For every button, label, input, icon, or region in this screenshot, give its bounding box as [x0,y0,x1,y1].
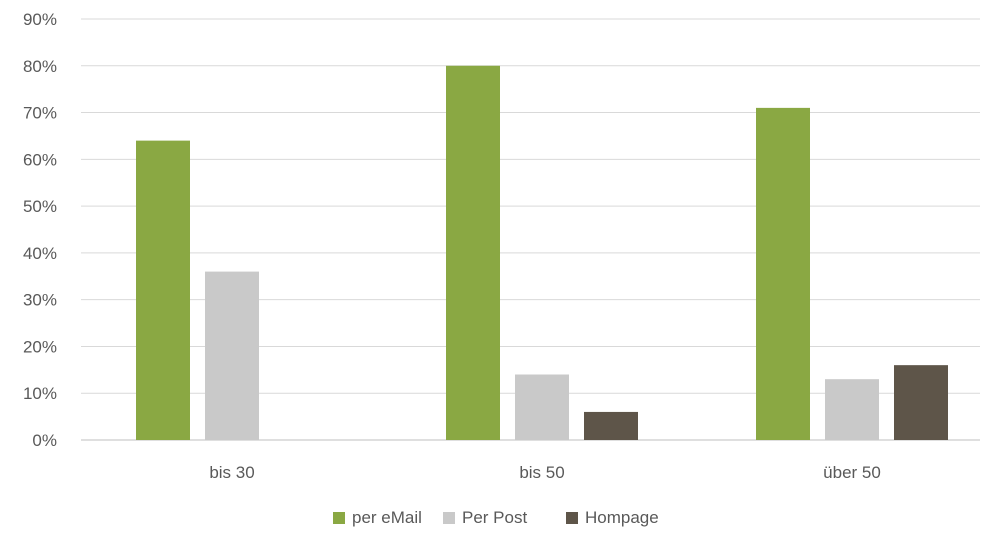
y-tick-label: 80% [23,57,57,76]
y-tick-label: 90% [23,10,57,29]
y-axis-ticks: 0% 10% 20% 30% 40% 50% 60% 70% 80% 90% [23,10,57,450]
legend-item: per eMail [333,508,422,527]
x-tick-label: über 50 [823,463,881,482]
legend-label: per eMail [352,508,422,527]
legend: per eMail Per Post Hompage [333,508,659,527]
bar-per-post [205,271,259,440]
x-tick-label: bis 50 [519,463,564,482]
y-tick-label: 10% [23,384,57,403]
bar-hompage [584,411,638,440]
bar-per-email [756,107,810,440]
legend-item: Per Post [443,508,527,527]
y-tick-label: 70% [23,104,57,123]
legend-swatch [333,512,345,524]
bar-hompage [894,365,948,440]
bar-per-post [825,379,879,440]
y-tick-label: 50% [23,197,57,216]
y-tick-label: 0% [32,431,57,450]
legend-swatch [443,512,455,524]
bar-per-email [136,140,190,440]
y-tick-label: 30% [23,291,57,310]
bar-per-email [446,65,500,441]
y-tick-label: 20% [23,337,57,356]
x-axis-ticks: bis 30 bis 50 über 50 [209,463,881,482]
y-tick-label: 60% [23,150,57,169]
x-tick-label: bis 30 [209,463,254,482]
legend-swatch [566,512,578,524]
legend-label: Hompage [585,508,659,527]
legend-label: Per Post [462,508,527,527]
bars [136,65,948,441]
bar-per-post [515,374,569,440]
legend-item: Hompage [566,508,659,527]
y-tick-label: 40% [23,244,57,263]
